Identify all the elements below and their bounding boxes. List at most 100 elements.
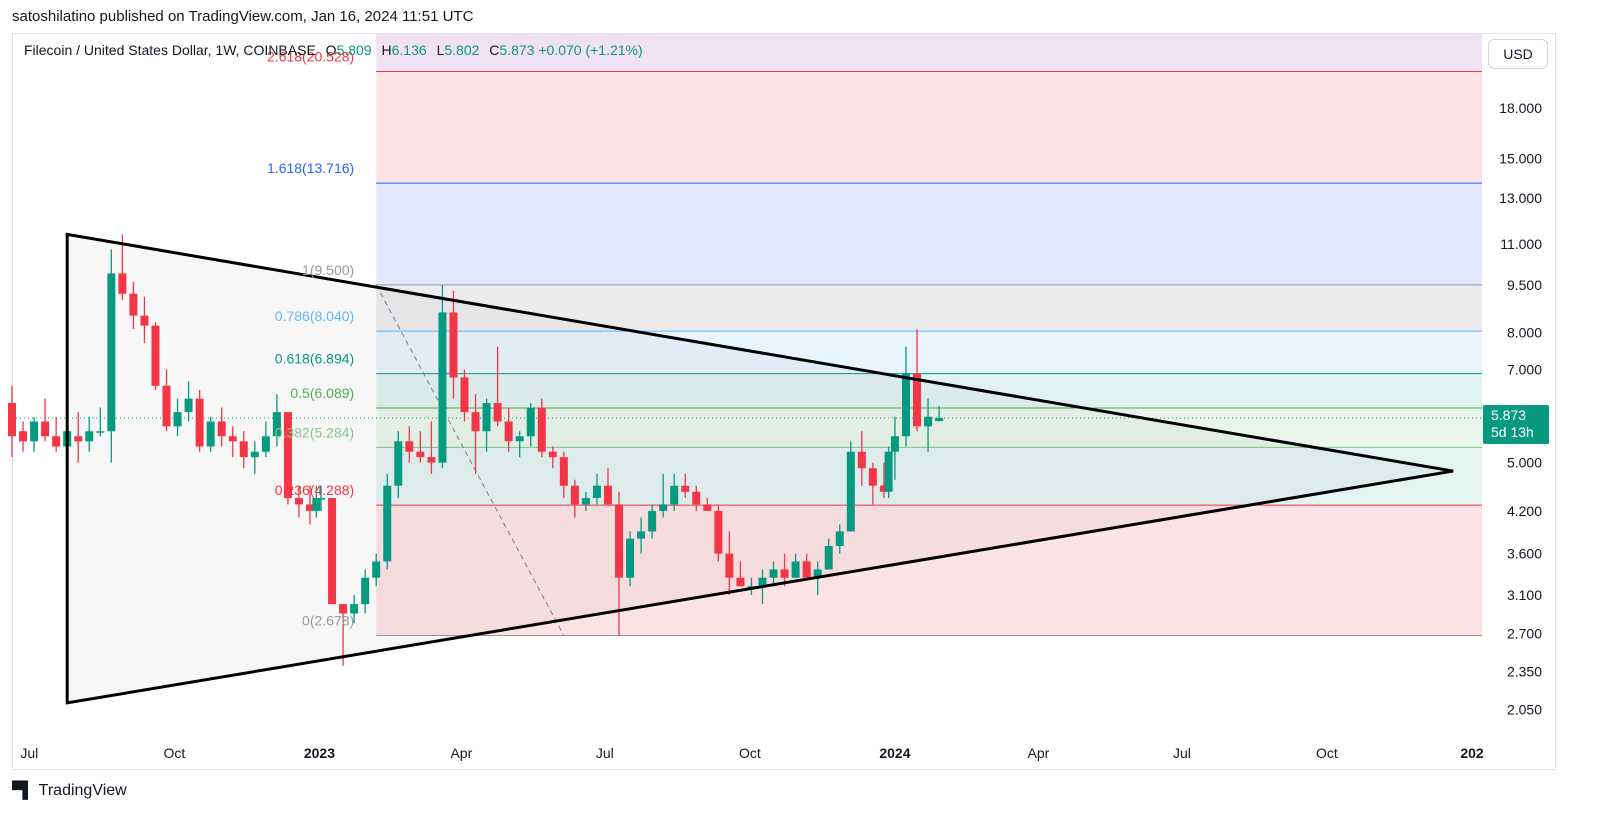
- candle-up: [250, 441, 259, 474]
- candle-down: [725, 531, 734, 596]
- candle-body: [935, 418, 944, 422]
- candle-down: [217, 407, 226, 447]
- candle-down: [559, 451, 568, 499]
- price-tick-label: 8.000: [1507, 324, 1542, 340]
- time-axis: Jul Oct 2023 Apr Jul Oct 2024 Apr Jul Oct 202: [20, 745, 1484, 761]
- candle-body: [780, 569, 789, 578]
- price-tick-label: 2.050: [1507, 702, 1542, 718]
- candle-body: [913, 373, 922, 427]
- candle-body: [791, 561, 800, 578]
- candle-body: [813, 569, 822, 578]
- candle-body: [901, 373, 910, 437]
- candle-body: [129, 293, 138, 316]
- time-tick-label: Jul: [20, 745, 38, 761]
- candle-body: [736, 577, 745, 587]
- close-value: 5.873: [499, 42, 535, 58]
- candle-body: [261, 436, 270, 452]
- candle-body: [515, 436, 524, 442]
- candle-down: [239, 431, 248, 469]
- fib-level-label: 0.236(4.288): [275, 482, 354, 498]
- candle-body: [96, 431, 105, 433]
- currency-button[interactable]: USD: [1488, 39, 1548, 69]
- fib-zone: [376, 34, 1482, 72]
- fib-lines: [376, 70, 1482, 637]
- fib-level-label: 0(2.678): [302, 613, 354, 629]
- candle-down: [19, 421, 28, 452]
- candle-down: [74, 412, 83, 463]
- candle-body: [85, 431, 94, 442]
- fib-zones: [376, 34, 1482, 636]
- candle-body: [835, 531, 844, 547]
- candle-body: [294, 498, 303, 505]
- fib-level-label: 0.5(6.089): [290, 385, 354, 401]
- candle-body: [581, 498, 590, 505]
- fib-zone: [376, 505, 1482, 636]
- tradingview-logo-icon: ▀▌: [12, 782, 34, 799]
- candle-up: [372, 553, 381, 587]
- candle-down: [305, 485, 314, 525]
- candle-body: [592, 485, 601, 499]
- candle-down: [129, 281, 138, 330]
- time-tick-label: Jul: [596, 745, 614, 761]
- open-key: O: [325, 42, 337, 58]
- candle-body: [526, 407, 535, 437]
- candle-down: [879, 462, 888, 499]
- candle-body: [615, 504, 624, 578]
- candle-down: [41, 398, 50, 442]
- candle-body: [924, 416, 933, 427]
- last-price-value: 5.873: [1491, 407, 1527, 423]
- candle-up: [383, 473, 392, 570]
- candle-up: [272, 394, 281, 447]
- candle-body: [802, 561, 811, 578]
- change-value: +0.070 (+1.21%): [538, 42, 643, 58]
- tradingview-brand[interactable]: ▀▌ TradingView: [12, 782, 127, 800]
- fib-level-label: 0.786(8.040): [275, 308, 354, 324]
- fib-level-label: 1(9.500): [302, 262, 354, 278]
- time-tick-label: 2023: [304, 745, 335, 761]
- candle-up: [107, 249, 116, 463]
- candle-body: [868, 468, 877, 486]
- candle-body: [692, 491, 701, 505]
- candle-body: [725, 553, 734, 578]
- candle-down: [195, 389, 204, 452]
- publisher-line: satoshilatino published on TradingView.c…: [12, 8, 474, 25]
- candle-up: [30, 416, 39, 452]
- candle-body: [394, 441, 403, 486]
- price-tick-label: 11.000: [1500, 236, 1542, 252]
- candle-down: [681, 473, 690, 499]
- price-tick-label: 4.200: [1507, 503, 1542, 519]
- time-tick-label: Oct: [739, 745, 761, 761]
- fib-zone: [376, 373, 1482, 409]
- candle-body: [758, 577, 767, 587]
- candle-up: [350, 595, 359, 624]
- fib-zone: [376, 408, 1482, 448]
- candle-body: [383, 485, 392, 562]
- time-tick-label: Oct: [164, 745, 186, 761]
- candle-up: [791, 553, 800, 578]
- price-tick-label: 2.700: [1507, 625, 1542, 641]
- price-tick-label: 13.000: [1499, 190, 1542, 206]
- candle-body: [637, 531, 646, 539]
- candle-body: [670, 485, 679, 505]
- candle-body: [890, 436, 899, 452]
- price-tick-label: 3.600: [1507, 546, 1542, 562]
- low-value: 5.802: [444, 42, 480, 58]
- candle-body: [195, 398, 204, 447]
- candle-body: [30, 421, 39, 442]
- open-value: 5.809: [336, 42, 372, 58]
- candle-up: [659, 473, 668, 518]
- candle-up: [890, 416, 899, 480]
- candle-down: [416, 431, 425, 463]
- candle-body: [19, 431, 28, 442]
- price-tick-label: 3.100: [1507, 587, 1542, 603]
- candle-up: [884, 446, 893, 499]
- candle-down: [868, 462, 877, 505]
- candle-down: [493, 346, 502, 427]
- time-tick-label: Apr: [450, 745, 472, 761]
- candle-up: [935, 405, 944, 422]
- candle-up: [482, 398, 491, 452]
- candle-up: [184, 381, 193, 422]
- candle-body: [228, 436, 237, 442]
- candle-body: [328, 498, 337, 605]
